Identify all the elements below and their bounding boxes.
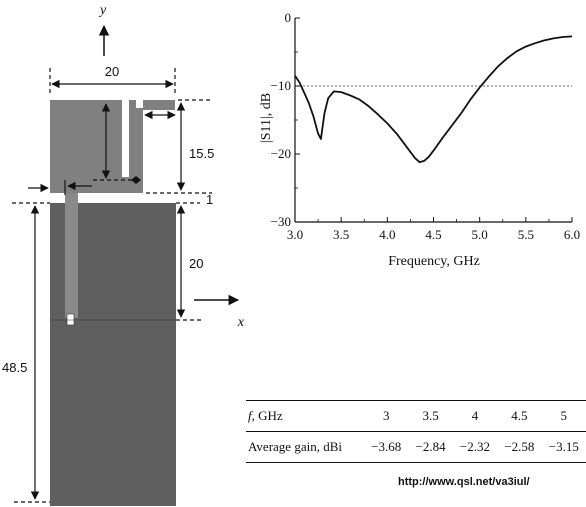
patch-slot-1 bbox=[122, 100, 129, 177]
gain-table: f, GHz 3 3.5 4 4.5 5 Average gain, dBi −… bbox=[246, 400, 586, 463]
chart-y-tick-label: −20 bbox=[271, 146, 291, 161]
gain-table-value: −3.15 bbox=[541, 431, 586, 463]
chart-y-tick-label: −10 bbox=[271, 78, 291, 93]
chart-y-tick-label: −30 bbox=[271, 214, 291, 229]
chart-y-axis-title: |S11|, dB bbox=[259, 93, 274, 143]
gain-table-freq: 3.5 bbox=[408, 400, 453, 432]
s11-chart: 3.0 3.5 4.0 4.5 5.0 5.5 6.0 0 −10 −20 −30 Frequenc… bbox=[259, 10, 580, 269]
dim-total-height-label: 48.5 bbox=[2, 360, 27, 375]
gain-table-value: −2.32 bbox=[452, 431, 498, 463]
chart-x-axis-title: Frequency, GHz bbox=[388, 254, 480, 269]
chart-ticks: 3.0 3.5 4.0 4.5 5.0 5.5 6.0 0 −10 −20 −30 bbox=[271, 10, 580, 242]
dim-total-height bbox=[14, 205, 50, 503]
chart-x-tick-label: 4.5 bbox=[425, 227, 441, 242]
gain-table-freq: 4.5 bbox=[497, 400, 542, 432]
gain-table-row: Average gain, dBi −3.68 −2.84 −2.32 −2.5… bbox=[246, 431, 586, 463]
gain-table-value: −2.84 bbox=[408, 431, 453, 463]
patch-slot-2 bbox=[129, 100, 143, 180]
dim-upper-height bbox=[146, 99, 212, 194]
chart-x-tick-label: 5.0 bbox=[472, 227, 488, 242]
dim-width bbox=[49, 68, 176, 96]
gain-table-freq: 5 bbox=[541, 400, 586, 432]
x-axis-label: x bbox=[237, 315, 245, 330]
patch-inner-marker bbox=[131, 176, 141, 184]
gain-table-row-label: Average gain, dBi bbox=[246, 431, 364, 463]
dim-feed-height-label: 20 bbox=[189, 256, 203, 271]
gain-table-header-row: f, GHz 3 3.5 4 4.5 5 bbox=[246, 400, 586, 432]
y-axis-label: y bbox=[98, 3, 107, 18]
radiating-patch bbox=[50, 100, 175, 193]
source-url: http://www.qsl.net/va3iul/ bbox=[398, 476, 530, 488]
patch-shape bbox=[50, 100, 175, 193]
patch-slot-notch bbox=[136, 100, 143, 108]
gain-table-header-label: f, GHz bbox=[246, 400, 364, 432]
feed-line bbox=[65, 193, 78, 318]
chart-y-axis-title-text: |S11|, dB bbox=[259, 93, 274, 143]
gain-table-value: −3.68 bbox=[364, 431, 409, 463]
gap-strip bbox=[50, 193, 176, 203]
chart-plot-area bbox=[294, 18, 573, 223]
feed-port bbox=[66, 313, 75, 326]
chart-x-tick-label: 5.5 bbox=[518, 227, 534, 242]
dim-gap-label: 1 bbox=[206, 192, 213, 207]
chart-x-tick-label: 3.5 bbox=[333, 227, 349, 242]
chart-x-tick-label: 4.0 bbox=[379, 227, 395, 242]
chart-series-line bbox=[294, 35, 573, 164]
gain-table-value: −2.58 bbox=[497, 431, 542, 463]
chart-y-tick-label: 0 bbox=[285, 10, 292, 25]
dim-width-label: 20 bbox=[105, 64, 119, 79]
gain-table-freq: 4 bbox=[452, 400, 498, 432]
dim-feed-height bbox=[176, 205, 204, 321]
gain-table-freq: 3 bbox=[364, 400, 409, 432]
dim-upper-height-label: 15.5 bbox=[189, 146, 214, 161]
chart-x-tick-label: 6.0 bbox=[564, 227, 580, 242]
antenna-diagram: 20 y 15.5 1 20 x 48.5 bbox=[2, 3, 245, 506]
chart-x-tick-label: 3.0 bbox=[287, 227, 303, 242]
